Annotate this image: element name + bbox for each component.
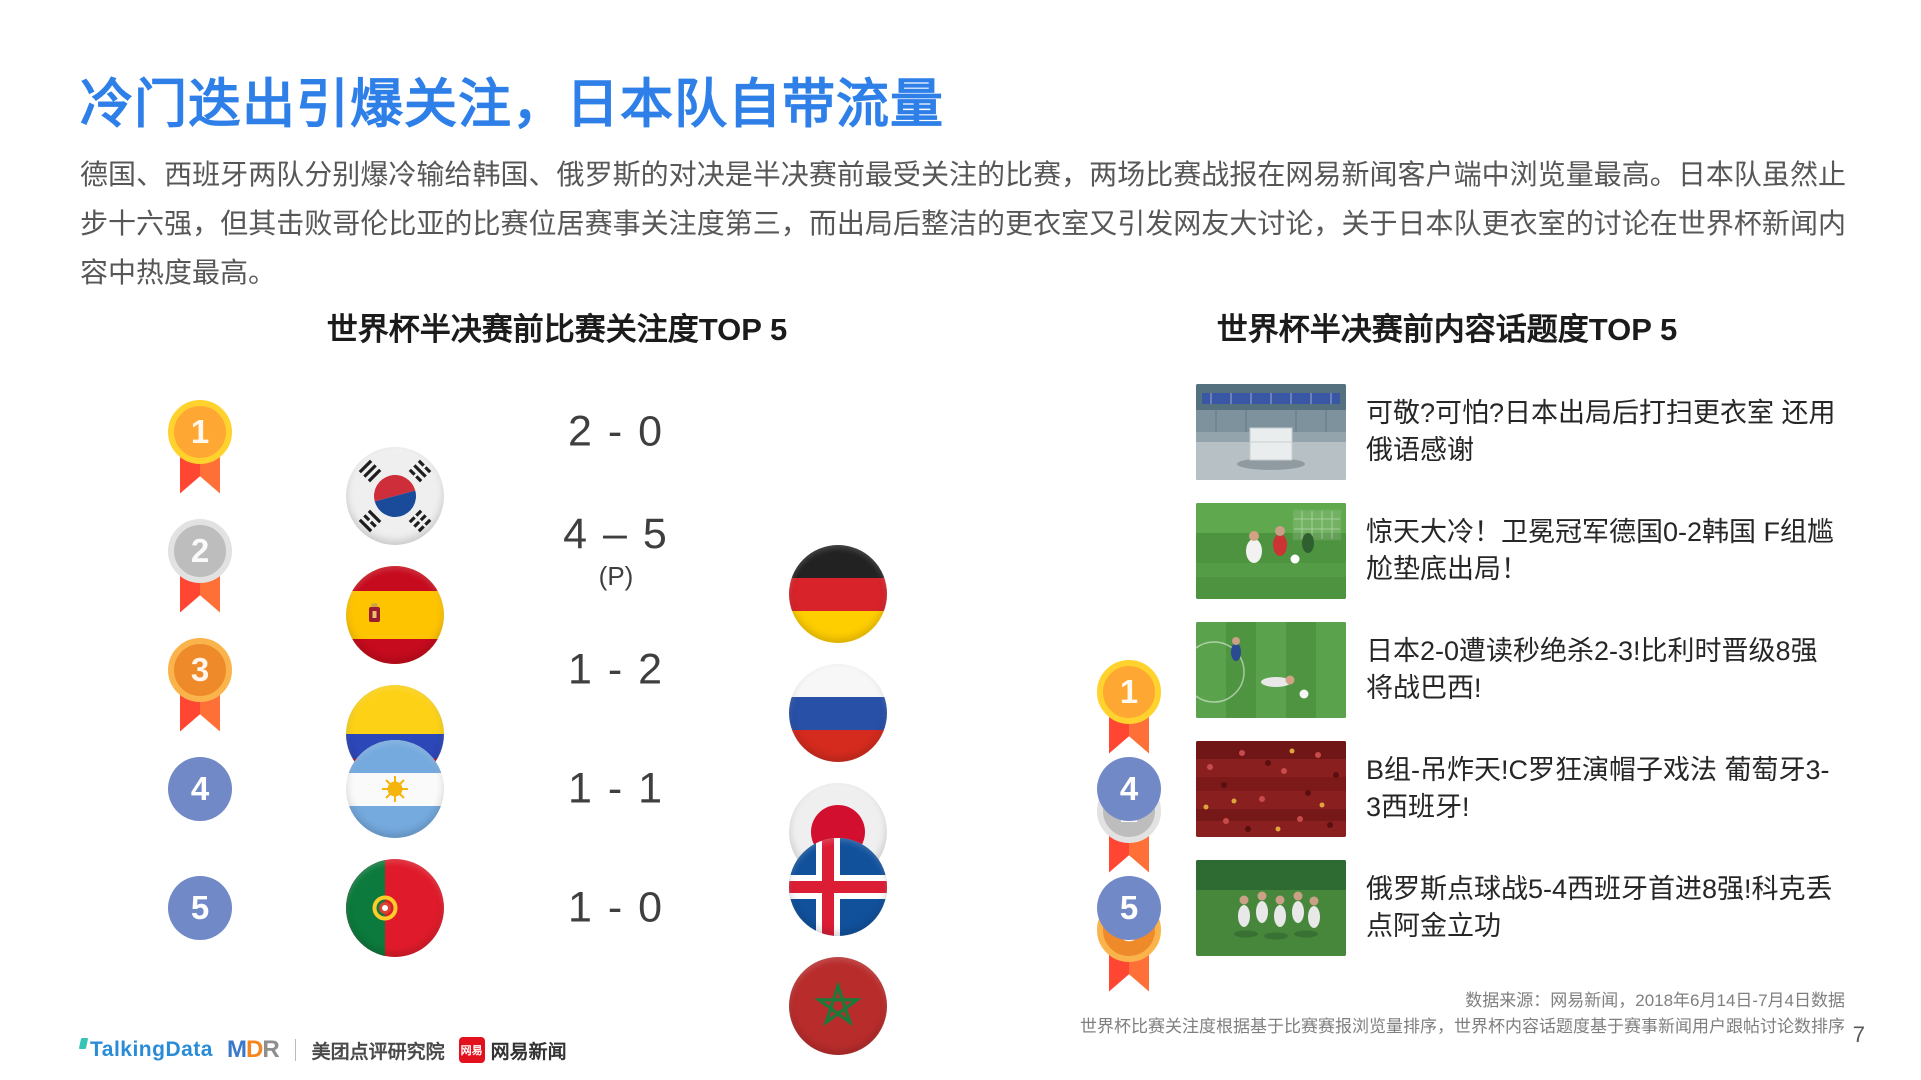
footer-logos: TalkingData M D R 美团点评研究院 网易 网易新闻 (78, 1036, 567, 1064)
south-korea-flag-icon (346, 446, 444, 545)
argentina-flag-icon (346, 739, 444, 838)
data-source-line2: 世界杯比赛关注度根据基于比赛赛报浏览量排序，世界杯内容话题度基于赛事新闻用户跟帖… (1080, 1017, 1845, 1036)
data-source-line1: 数据来源：网易新闻，2018年6月14日-7月4日数据 (1465, 991, 1845, 1010)
talkingdata-wordmark: TalkingData (90, 1038, 213, 1061)
goal-action-photo (1196, 502, 1346, 599)
article-headline: 惊天大冷！卫冕冠军德国0-2韩国 F组尴尬垫底出局！ (1366, 516, 1835, 584)
data-source-note: 数据来源：网易新闻，2018年6月14日-7月4日数据 世界杯比赛关注度根据基于… (1080, 988, 1845, 1040)
rank-number: 2 (168, 518, 232, 583)
iceland-flag-icon (789, 837, 887, 936)
article-headline: 俄罗斯点球战5-4西班牙首进8强!科克丢点阿金立功 (1366, 873, 1833, 941)
match-score: 1 - 1 (567, 764, 665, 812)
ranking-row-5: 5 1 - 0 5 (0, 848, 1921, 1055)
mdr-logo: M D R (226, 1036, 280, 1064)
page-number: 7 (1852, 1022, 1865, 1047)
mdr-letter-d: D (245, 1036, 263, 1063)
morocco-flag-icon (789, 956, 887, 1055)
rank-number: 1 (1097, 659, 1161, 724)
ranking-row-1: 1 (0, 372, 1921, 754)
logo-divider (294, 1039, 296, 1061)
celebration-photo (1196, 859, 1346, 956)
match-score: 1 - 0 (567, 883, 665, 931)
rank-circle: 4 (1097, 756, 1161, 821)
mdr-letter-r: R (262, 1036, 279, 1063)
ranking-row-4: 4 1 - 1 (0, 729, 1921, 936)
gold-medal-icon: 1 (1097, 659, 1161, 754)
score-cell: 1 - 2 (521, 645, 711, 694)
ranking-row-2: 2 4 – 5 (P) (0, 491, 1921, 873)
netease-badge-icon: 网易 (458, 1037, 485, 1063)
mdr-letter-m: M (226, 1036, 247, 1063)
gold-medal-icon: 1 (168, 399, 232, 494)
penalty-note: (P) (598, 560, 634, 591)
article-headline: 日本2-0遭读秒绝杀2-3!比利时晋级8强将战巴西! (1366, 635, 1818, 703)
intro-paragraph: 德国、西班牙两队分别爆冷输给韩国、俄罗斯的对决是半决赛前最受关注的比赛，两场比赛… (80, 159, 1846, 288)
rank-circle: 5 (168, 875, 232, 940)
talkingdata-tick-icon (78, 1038, 89, 1049)
match-ranking-title: 世界杯半决赛前比赛关注度TOP 5 (326, 312, 788, 347)
netease-news-logo: 网易 网易新闻 (458, 1037, 567, 1064)
netease-news-label: 网易新闻 (490, 1041, 567, 1063)
talkingdata-logo: TalkingData (78, 1038, 213, 1062)
match-score: 1 - 2 (567, 645, 665, 693)
bronze-medal-icon: 3 (168, 637, 232, 732)
meituan-dianping-institute-label: 美团点评研究院 (311, 1041, 445, 1063)
player-down-photo (1196, 621, 1346, 718)
ranking-row-3: 3 1 - 2 3 (0, 610, 1921, 992)
topic-ranking-title: 世界杯半决赛前内容话题度TOP 5 (1216, 312, 1678, 347)
score-cell: 4 – 5 (P) (521, 510, 711, 592)
portugal-flag-icon (346, 858, 444, 957)
score-cell: 2 - 0 (521, 407, 711, 456)
score-cell: 1 - 1 (521, 764, 711, 813)
spain-flag-icon (346, 565, 444, 664)
page-title: 冷门迭出引爆关注，日本队自带流量 (80, 75, 944, 134)
rank-circle: 4 (168, 756, 232, 821)
red-crowd-photo (1196, 740, 1346, 837)
article-headline: 可敬?可怕?日本出局后打扫更衣室 还用俄语感谢 (1366, 397, 1836, 465)
locker-room-photo (1196, 383, 1346, 480)
rank-number: 3 (168, 637, 232, 702)
rank-circle: 5 (1097, 875, 1161, 940)
score-cell: 1 - 0 (521, 883, 711, 932)
match-score: 4 – 5 (563, 509, 669, 558)
rank-number: 1 (168, 399, 232, 464)
match-score: 2 - 0 (567, 407, 665, 455)
ranking-rows: 1 (0, 372, 1921, 1055)
germany-flag-icon (789, 544, 887, 643)
silver-medal-icon: 2 (168, 518, 232, 613)
article-headline: B组-吊炸天!C罗狂演帽子戏法 葡萄牙3-3西班牙! (1366, 754, 1830, 822)
